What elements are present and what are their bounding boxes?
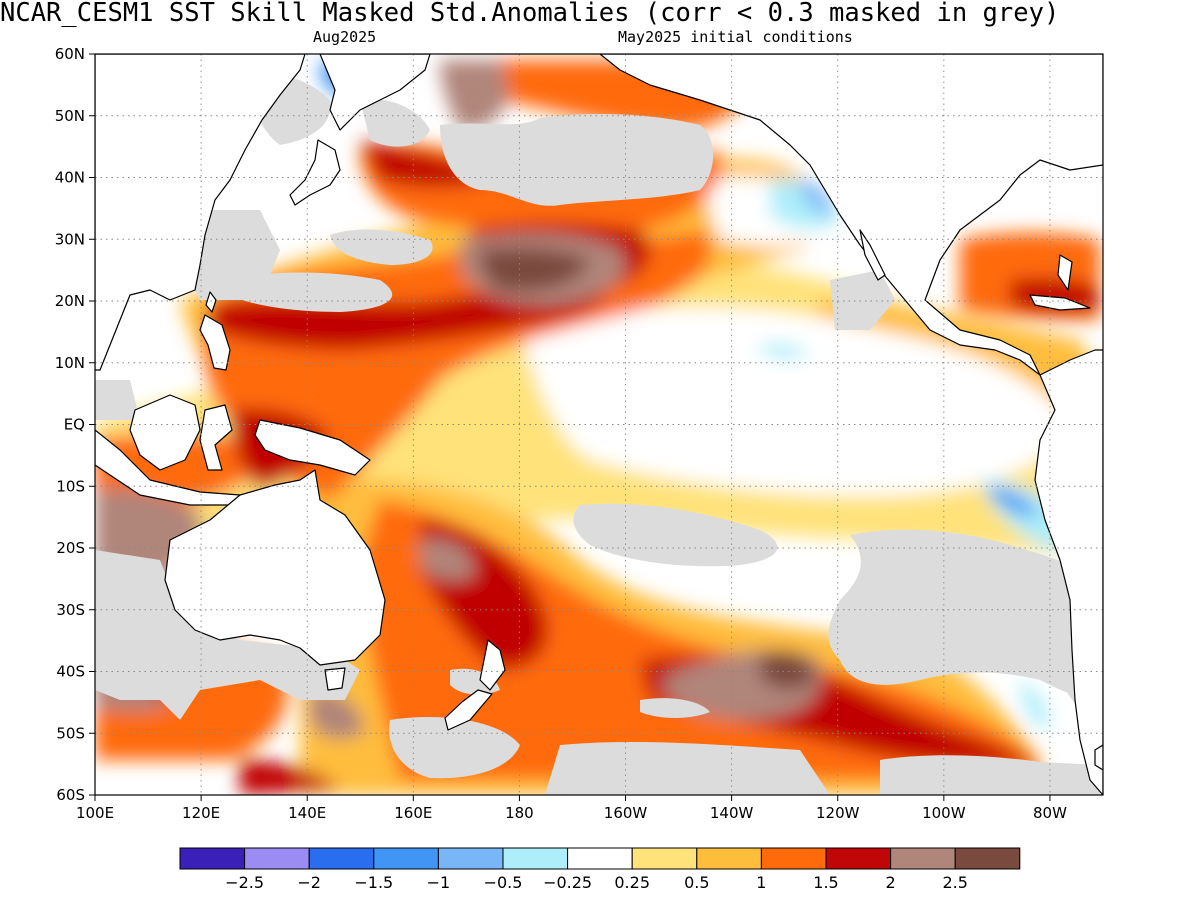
mask-patch: [230, 272, 393, 312]
colorbar-swatch: [179, 847, 246, 870]
lon-tick-label: 160W: [604, 804, 648, 822]
anomaly-patch: [760, 343, 810, 360]
lat-tick-label: 50N: [55, 107, 85, 125]
lat-tick-label: 10N: [55, 354, 85, 372]
lat-tick-label: EQ: [64, 416, 85, 434]
land-taiwan: [205, 291, 217, 313]
land-asia: [95, 54, 306, 371]
land-japan: [289, 139, 341, 206]
lat-tick-label: 60N: [55, 45, 85, 63]
lon-tick-label: 160E: [394, 804, 432, 822]
map-plot-area: [95, 54, 1103, 795]
colorbar-swatch: [631, 847, 698, 870]
colorbar-label: −2.5: [225, 873, 264, 892]
mask-patch: [830, 270, 895, 330]
lat-tick-label: 50S: [56, 724, 85, 742]
land-australia: [164, 469, 386, 666]
anomaly-patch: [240, 760, 340, 795]
mask-patch: [828, 529, 1100, 700]
lat-tick-label: 40S: [56, 663, 85, 681]
mask-patch: [545, 742, 830, 795]
colorbar-swatch: [954, 847, 1021, 870]
anomaly-patch: [760, 651, 815, 690]
lon-axis: 100E 120E 140E 160E 180 160W 140W 120W 100W 80W: [76, 795, 1067, 822]
colorbar-swatch: [825, 847, 892, 870]
land-north-america: [599, 54, 1103, 376]
colorbar: −2.5 −2 −1.5 −1 −0.5 −0.25 0.25 0.5 1 1.5 2 2.5: [179, 847, 1021, 892]
colorbar-label: 2: [886, 873, 896, 892]
anomaly-patch: [770, 179, 840, 230]
colorbar-swatch: [760, 847, 827, 870]
mask-patch: [95, 380, 140, 420]
lat-tick-label: 30N: [55, 230, 85, 248]
lat-tick-label: 60S: [56, 786, 85, 804]
land-new-guinea: [254, 419, 371, 476]
anomaly-patch: [1020, 680, 1050, 730]
lon-tick-label: 100E: [76, 804, 114, 822]
mask-patch: [360, 99, 430, 147]
anomaly-patch: [480, 247, 590, 292]
colorbar-label: −1: [427, 873, 451, 892]
land-sakhalin-kamchatka: [319, 54, 431, 131]
mask-patch: [880, 755, 1100, 795]
colorbar-label: 2.5: [942, 873, 967, 892]
lon-tick-label: 180: [505, 804, 534, 822]
lat-tick-label: 10S: [56, 477, 85, 495]
coastlines: [95, 54, 1103, 795]
colorbar-swatch: [696, 847, 762, 870]
colorbar-label: 1.5: [813, 873, 838, 892]
colorbar-swatch: [308, 847, 375, 870]
colorbar-swatch: [567, 847, 633, 870]
initial-conditions-label: May2025 initial conditions: [618, 28, 853, 46]
mask-patch: [640, 698, 710, 718]
land-south-america: [1034, 349, 1103, 795]
mask-patch: [573, 503, 778, 567]
land-baja: [859, 229, 886, 281]
lon-tick-label: 140W: [710, 804, 754, 822]
anomaly-patch: [520, 307, 1070, 496]
colorbar-label: 1: [756, 873, 766, 892]
anomaly-patch: [420, 539, 475, 581]
anomaly-patch: [440, 60, 508, 130]
land-tasmania: [324, 667, 346, 691]
land-borneo: [129, 394, 201, 471]
land-new-zealand-south: [444, 689, 493, 731]
colorbar-label: −2: [297, 873, 321, 892]
colorbar-swatch: [890, 847, 956, 870]
colorbar-swatch: [502, 847, 569, 870]
lon-tick-label: 80W: [1033, 804, 1067, 822]
colorbar-label: −1.5: [354, 873, 393, 892]
anomaly-patch: [800, 179, 835, 216]
colorbar-label: −0.25: [543, 873, 592, 892]
lon-tick-label: 100W: [922, 804, 966, 822]
lat-tick-label: 30S: [56, 601, 85, 619]
colorbar-swatch: [373, 847, 439, 870]
anomaly-patch: [310, 689, 365, 739]
lon-tick-label: 120W: [816, 804, 860, 822]
land-new-zealand-north: [479, 639, 506, 691]
mask-patch: [440, 114, 714, 206]
colorbar-swatch: [244, 847, 310, 870]
lon-tick-label: 120E: [182, 804, 220, 822]
land-antarctic-islands: [1094, 744, 1103, 771]
colorbar-label: 0.25: [614, 873, 650, 892]
colorbar-label: 0.5: [684, 873, 709, 892]
anomaly-patch: [990, 485, 1040, 517]
lat-tick-label: 20N: [55, 292, 85, 310]
mask-patch: [330, 229, 433, 265]
valid-month-label: Aug2025: [313, 28, 377, 46]
land-cuba: [1029, 294, 1091, 311]
lat-axis: 60N 50N 40N 30N 20N 10N EQ 10S 20S 30S 40S 50S 60S: [55, 45, 95, 804]
colorbar-swatch: [437, 847, 504, 870]
map-title: NCAR_CESM1 SST Skill Masked Std.Anomalie…: [0, 0, 1060, 28]
land-philippines: [199, 314, 231, 371]
mask-patch: [389, 717, 520, 779]
lon-tick-label: 140E: [288, 804, 326, 822]
lat-tick-label: 20S: [56, 539, 85, 557]
mask-patch: [200, 230, 250, 260]
colorbar-label: −0.5: [484, 873, 523, 892]
lat-tick-label: 40N: [55, 169, 85, 187]
land-florida: [1057, 254, 1073, 291]
